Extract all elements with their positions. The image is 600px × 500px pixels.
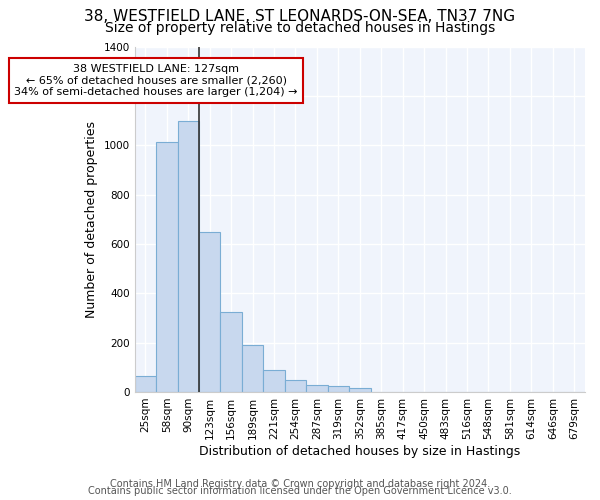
X-axis label: Distribution of detached houses by size in Hastings: Distribution of detached houses by size … — [199, 444, 520, 458]
Bar — [134, 376, 156, 392]
Bar — [349, 388, 371, 392]
Bar — [199, 232, 220, 392]
Bar — [328, 386, 349, 392]
Text: Size of property relative to detached houses in Hastings: Size of property relative to detached ho… — [105, 21, 495, 35]
Bar — [242, 345, 263, 392]
Bar — [220, 312, 242, 392]
Text: Contains HM Land Registry data © Crown copyright and database right 2024.: Contains HM Land Registry data © Crown c… — [110, 479, 490, 489]
Bar — [156, 142, 178, 392]
Bar — [306, 384, 328, 392]
Bar — [178, 120, 199, 392]
Text: Contains public sector information licensed under the Open Government Licence v3: Contains public sector information licen… — [88, 486, 512, 496]
Bar — [263, 370, 285, 392]
Text: 38, WESTFIELD LANE, ST LEONARDS-ON-SEA, TN37 7NG: 38, WESTFIELD LANE, ST LEONARDS-ON-SEA, … — [85, 9, 515, 24]
Bar — [285, 380, 306, 392]
Text: 38 WESTFIELD LANE: 127sqm
← 65% of detached houses are smaller (2,260)
34% of se: 38 WESTFIELD LANE: 127sqm ← 65% of detac… — [14, 64, 298, 97]
Y-axis label: Number of detached properties: Number of detached properties — [85, 120, 98, 318]
